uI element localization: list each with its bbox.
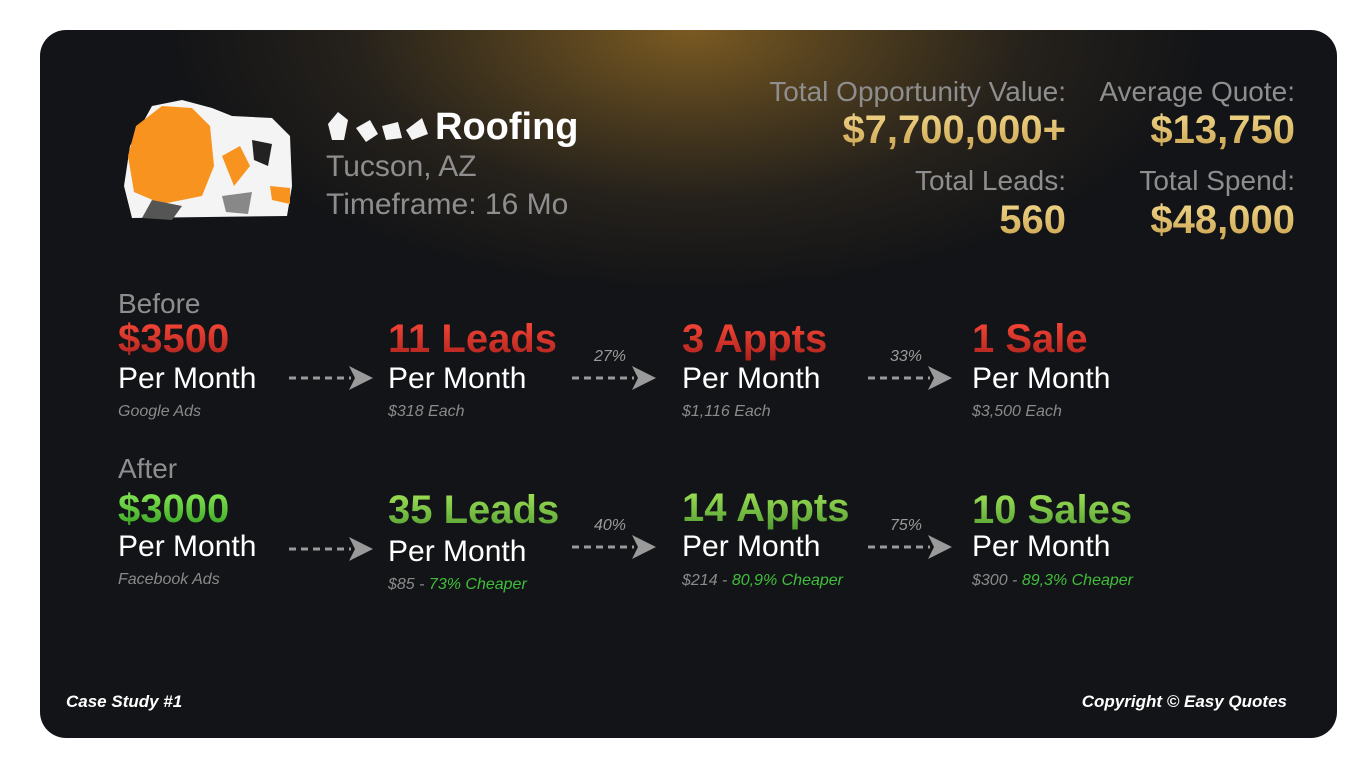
before-rate-leads-appts: 27% bbox=[594, 348, 627, 365]
company-logo bbox=[124, 100, 292, 220]
copyright: Copyright © Easy Quotes bbox=[1081, 692, 1287, 711]
after-appts-cost: $214 - 80,9% Cheaper bbox=[682, 572, 843, 590]
stat-label-spend: Total Spend: bbox=[1139, 165, 1295, 196]
stat-label-opportunity: Total Opportunity Value: bbox=[769, 76, 1066, 107]
after-leads-cost: $85 - 73% Cheaper bbox=[388, 576, 527, 594]
dashed-arrow-icon bbox=[572, 535, 656, 559]
stat-value-opportunity: $7,700,000+ bbox=[842, 108, 1066, 152]
after-sales: 10 Sales bbox=[972, 488, 1133, 532]
after-sales-cost-value: $300 - bbox=[972, 572, 1022, 589]
before-appts: 3 Appts bbox=[682, 317, 828, 361]
stat-label-leads: Total Leads: bbox=[915, 165, 1066, 196]
before-sales-cost: $3,500 Each bbox=[972, 403, 1062, 420]
after-leads-cost-value: $85 - bbox=[388, 576, 429, 593]
after-spend: $3000 bbox=[118, 487, 230, 531]
before-rate-appts-sales: 33% bbox=[890, 348, 923, 365]
after-sales-unit: Per Month bbox=[972, 530, 1111, 563]
before-leads-unit: Per Month bbox=[388, 362, 527, 395]
stat-value-average-quote: $13,750 bbox=[1150, 108, 1295, 152]
before-spend-unit: Per Month bbox=[118, 362, 257, 395]
stat-label-average-quote: Average Quote: bbox=[1099, 76, 1295, 107]
after-appts-cost-value: $214 - bbox=[682, 572, 732, 589]
after-rate-leads-appts: 40% bbox=[594, 517, 627, 534]
before-leads: 11 Leads bbox=[388, 317, 558, 361]
before-spend: $3500 bbox=[118, 317, 230, 361]
dashed-arrow-icon bbox=[868, 366, 952, 390]
company-location: Tucson, AZ bbox=[326, 150, 477, 183]
after-source: Facebook Ads bbox=[118, 571, 220, 588]
case-study-label: Case Study #1 bbox=[66, 692, 183, 711]
stat-value-leads: 560 bbox=[999, 198, 1066, 242]
after-appts: 14 Appts bbox=[682, 486, 850, 530]
before-leads-cost: $318 Each bbox=[388, 403, 465, 420]
stat-value-spend: $48,000 bbox=[1150, 198, 1295, 242]
after-sales-saving: 89,3% Cheaper bbox=[1021, 572, 1133, 589]
dashed-arrow-icon bbox=[868, 535, 952, 559]
timeframe: Timeframe: 16 Mo bbox=[326, 188, 569, 221]
after-appts-saving: 80,9% Cheaper bbox=[731, 572, 843, 589]
dashed-arrow-icon bbox=[289, 537, 373, 561]
before-title: Before bbox=[118, 288, 201, 319]
company-name: Roofing bbox=[435, 106, 579, 148]
after-rate-appts-sales: 75% bbox=[890, 517, 923, 534]
before-appts-unit: Per Month bbox=[682, 362, 821, 395]
before-sales: 1 Sale bbox=[972, 317, 1088, 361]
after-leads-unit: Per Month bbox=[388, 535, 527, 568]
before-appts-cost: $1,116 Each bbox=[682, 403, 771, 420]
after-title: After bbox=[118, 453, 178, 484]
case-study-card: Roofing Tucson, AZ Timeframe: 16 Mo Tota… bbox=[40, 30, 1337, 738]
dashed-arrow-icon bbox=[289, 366, 373, 390]
after-appts-unit: Per Month bbox=[682, 530, 821, 563]
after-leads-saving: 73% Cheaper bbox=[428, 576, 527, 593]
company-name-logo bbox=[328, 112, 428, 142]
after-spend-unit: Per Month bbox=[118, 530, 257, 563]
after-leads: 35 Leads bbox=[388, 488, 560, 532]
before-sales-unit: Per Month bbox=[972, 362, 1111, 395]
dashed-arrow-icon bbox=[572, 366, 656, 390]
before-source: Google Ads bbox=[118, 403, 202, 420]
after-sales-cost: $300 - 89,3% Cheaper bbox=[972, 572, 1133, 590]
